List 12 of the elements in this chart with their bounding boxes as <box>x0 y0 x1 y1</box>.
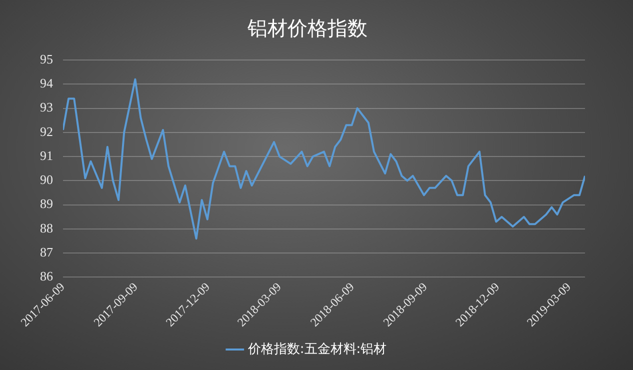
y-tick-label: 91 <box>40 148 53 163</box>
y-tick-label: 92 <box>40 124 53 139</box>
chart-title: 铝材价格指数 <box>246 16 368 40</box>
y-tick-label: 94 <box>40 76 54 91</box>
legend-label: 价格指数:五金材料:铝材 <box>246 342 387 357</box>
y-tick-label: 87 <box>40 244 54 260</box>
y-tick-label: 86 <box>40 268 54 284</box>
y-tick-label: 90 <box>40 172 53 188</box>
y-tick-label: 89 <box>40 196 53 212</box>
y-tick-label: 88 <box>40 220 53 236</box>
y-tick-label: 93 <box>40 100 53 115</box>
y-tick-label: 95 <box>40 51 53 66</box>
